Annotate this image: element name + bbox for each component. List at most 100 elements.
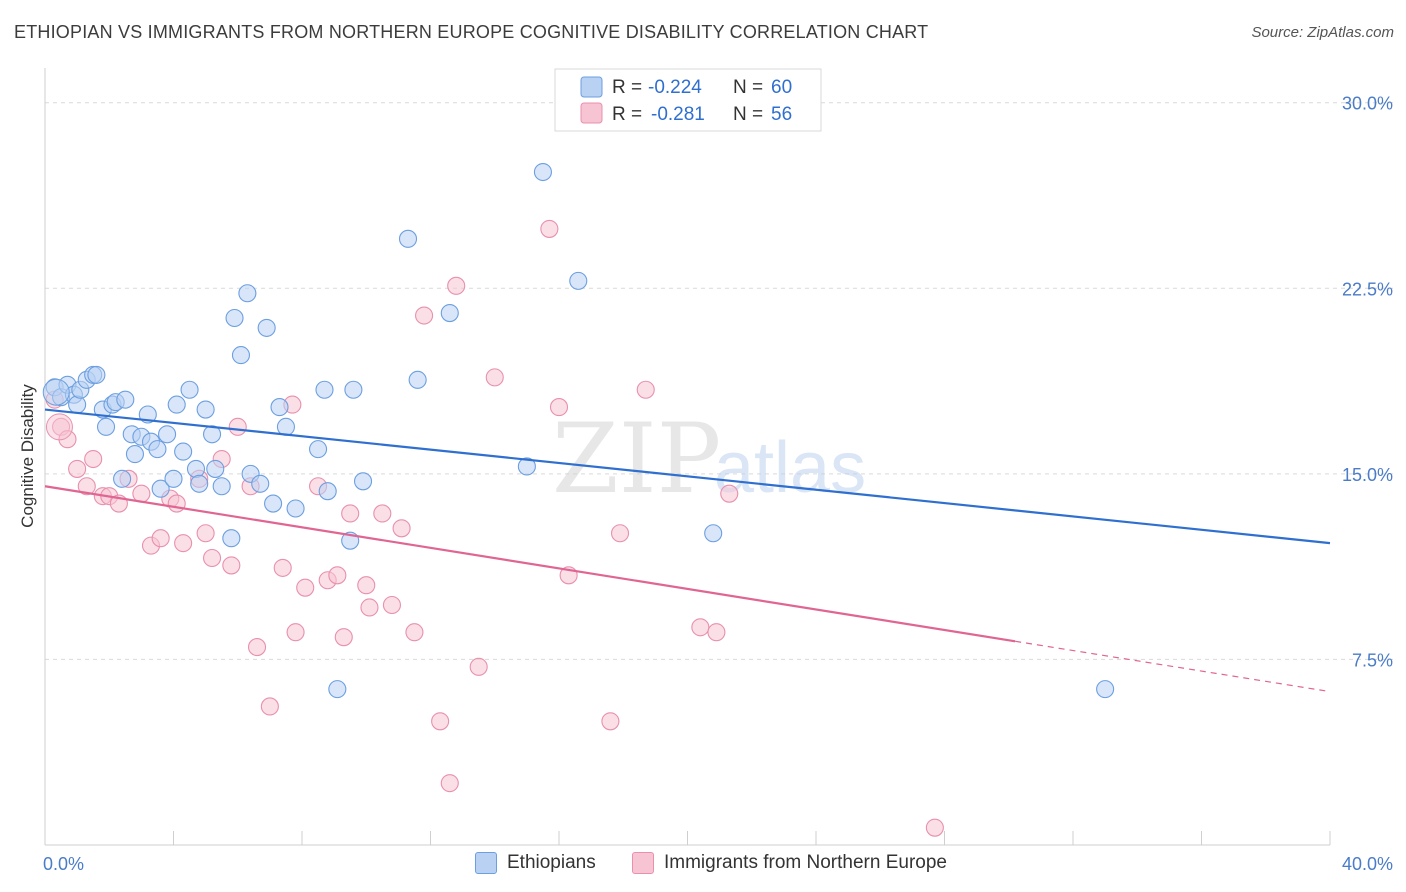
trend-line-ethiopians [44, 408, 1331, 545]
data-point [440, 303, 459, 323]
legend-r-label-1: R = [612, 77, 642, 98]
data-point [334, 628, 353, 647]
data-point [353, 472, 373, 491]
chart-title: ETHIOPIAN VS IMMIGRANTS FROM NORTHERN EU… [14, 22, 929, 42]
y-axis-label: Cognitive Disability [18, 384, 37, 528]
legend-n-value-1: 60 [771, 77, 792, 98]
data-point [469, 657, 488, 676]
data-point [77, 477, 96, 496]
data-point [610, 524, 630, 543]
data-point [405, 623, 424, 642]
data-point [42, 378, 70, 406]
data-point [186, 459, 206, 478]
data-point [540, 219, 559, 238]
y-tick-labels: 7.5% 15.0% 22.5% 30.0% [1342, 94, 1393, 671]
data-point [222, 556, 241, 575]
x-tick-labels: 0.0% 40.0% [43, 854, 1393, 874]
data-point [273, 558, 292, 577]
data-point [440, 774, 459, 793]
data-point [286, 623, 305, 642]
data-point [315, 380, 334, 399]
data-point [238, 284, 257, 303]
data-point [1096, 680, 1115, 699]
data-point [517, 457, 536, 476]
data-point [151, 529, 170, 548]
data-point [174, 442, 193, 461]
gridlines [45, 102, 1395, 660]
data-point [601, 712, 620, 731]
legend-item-northern-europe[interactable]: Immigrants from Northern Europe [632, 852, 947, 874]
data-point [392, 519, 411, 538]
data-point [96, 417, 116, 436]
data-point [257, 318, 276, 337]
data-point [296, 578, 315, 597]
data-point [408, 370, 427, 389]
data-point [398, 229, 418, 248]
data-point [212, 477, 231, 496]
legend-swatch [475, 852, 497, 874]
data-point [691, 618, 710, 637]
data-point [431, 712, 450, 731]
data-point [174, 534, 193, 553]
data-point [328, 566, 347, 585]
legend-label-ethiopians: Ethiopians [507, 852, 596, 873]
data-point [286, 499, 305, 518]
data-point [196, 524, 215, 543]
data-point [569, 271, 588, 290]
data-point [231, 346, 251, 365]
x-tick-label: 40.0% [1342, 854, 1393, 874]
x-tick-label: 0.0% [43, 854, 84, 874]
data-point [158, 425, 177, 444]
legend-swatch-ethiopians [580, 76, 603, 98]
data-point [225, 308, 244, 328]
data-point [222, 529, 241, 548]
data-point [485, 368, 504, 387]
y-tick-label: 15.0% [1342, 465, 1393, 485]
series-legend: Ethiopians Immigrants from Northern Euro… [0, 852, 1406, 878]
watermark-zip: ZIP [552, 403, 721, 515]
data-point [341, 504, 360, 523]
data-point [415, 306, 434, 325]
data-point [84, 449, 103, 469]
axes [44, 68, 1331, 846]
data-point [264, 494, 283, 513]
data-point [533, 162, 552, 182]
y-tick-label: 22.5% [1342, 279, 1393, 299]
data-point [276, 417, 295, 436]
data-point [148, 440, 167, 459]
data-point [636, 380, 655, 399]
data-points [42, 162, 1115, 837]
data-point [344, 380, 363, 399]
data-point [318, 482, 337, 501]
correlation-legend: R = -0.224 N = 60 R = -0.281 N = 56 [554, 68, 822, 132]
legend-item-ethiopians[interactable]: Ethiopians [475, 852, 596, 874]
legend-n-label-1: N = [733, 77, 763, 98]
data-point [447, 276, 466, 295]
data-point [190, 474, 209, 493]
watermark: ZIP atlas [552, 403, 866, 515]
data-point [167, 494, 186, 513]
data-point [206, 459, 225, 478]
data-point [309, 440, 328, 459]
legend-n-value-2: 56 [771, 104, 792, 125]
data-point [382, 595, 402, 615]
data-point [270, 398, 289, 417]
data-point [549, 398, 569, 417]
trend-lines [44, 408, 1331, 693]
legend-r-label-2: R = [612, 104, 642, 125]
data-point [45, 413, 73, 441]
data-point [247, 638, 267, 657]
data-point [87, 365, 106, 384]
data-point [720, 484, 739, 503]
data-point [203, 425, 222, 444]
y-tick-label: 30.0% [1342, 94, 1393, 114]
y-tick-label: 7.5% [1352, 650, 1393, 670]
data-point [260, 697, 279, 716]
data-point [151, 479, 170, 498]
data-point [251, 474, 270, 493]
data-point [228, 417, 247, 436]
data-point [328, 680, 347, 699]
data-point [196, 400, 215, 419]
data-point [357, 576, 376, 595]
